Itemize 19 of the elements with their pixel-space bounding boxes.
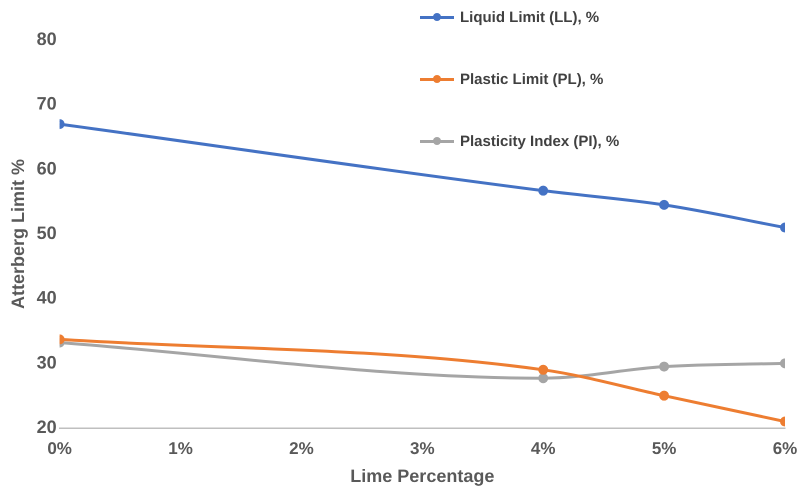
y-tick-label: 40 — [36, 288, 57, 308]
y-tick-label: 20 — [36, 416, 57, 437]
x-tick-label: 4% — [530, 438, 556, 458]
legend-label: Plastic Limit (PL), % — [460, 70, 604, 88]
x-tick-label: 3% — [410, 438, 435, 458]
y-axis-title: Atterberg Limit % — [8, 158, 28, 310]
x-tick-label: 6% — [772, 438, 798, 458]
legend-label: Liquid Limit (LL), % — [460, 8, 600, 26]
x-tick-label: 5% — [652, 438, 676, 458]
y-tick-label: 80 — [36, 28, 57, 49]
x-tick-label: 1% — [168, 438, 193, 458]
y-tick-label: 50 — [36, 222, 57, 243]
y-tick-label: 60 — [36, 158, 57, 178]
x-tick-label: 0% — [47, 438, 72, 458]
y-tick-label: 70 — [36, 94, 57, 114]
x-axis-title: Lime Percentage — [350, 466, 494, 486]
x-tick-label: 2% — [289, 438, 314, 458]
y-tick-label: 30 — [36, 352, 57, 372]
legend-label: Plasticity Index (PI), % — [460, 132, 620, 150]
